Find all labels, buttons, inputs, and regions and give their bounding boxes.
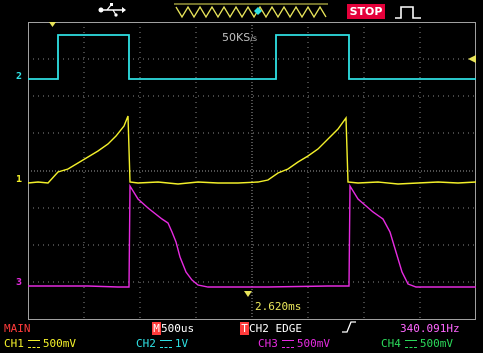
rising-edge-icon <box>342 321 356 333</box>
ch3-trace <box>28 183 476 288</box>
ch2-marker[interactable]: 2 <box>16 71 23 82</box>
ch1-marker[interactable]: 1 <box>16 174 23 185</box>
ch2-trace <box>28 34 476 80</box>
ch1-scale[interactable]: CH1 500mV <box>4 337 76 350</box>
dc-coupling-icon <box>27 340 40 348</box>
waveform-display[interactable] <box>28 22 476 320</box>
trigger-waveform-icon <box>174 3 328 19</box>
usb-icon <box>98 3 126 17</box>
cursor-readout: 2.620ms <box>255 300 302 313</box>
ch3-scale[interactable]: CH3 500mV <box>258 337 330 350</box>
frequency-readout: 340.091Hz <box>400 322 460 335</box>
stop-status-badge[interactable]: STOP <box>347 4 385 19</box>
trigger-level-marker[interactable] <box>468 55 476 63</box>
ch3-marker[interactable]: 3 <box>16 277 23 288</box>
ch1-trace <box>28 115 476 185</box>
trigger-setting[interactable]: TCH2 EDGE <box>240 322 302 335</box>
timebase[interactable]: M500us <box>152 322 195 335</box>
status-bar: STOP <box>0 0 483 22</box>
mode-label[interactable]: MAIN <box>4 322 31 335</box>
trigger-position-marker[interactable] <box>49 22 56 27</box>
status-footer: MAIN M500us TCH2 EDGE 340.091Hz CH1 500mV… <box>0 321 483 353</box>
dc-coupling-icon <box>281 340 294 348</box>
dc-coupling-icon <box>404 340 417 348</box>
ch2-scale[interactable]: CH2 1V <box>136 337 189 350</box>
cursor-marker[interactable] <box>244 291 252 297</box>
dc-coupling-icon <box>159 340 172 348</box>
pulse-icon <box>395 6 421 19</box>
sample-rate: 50KS/s <box>222 31 258 44</box>
ch4-scale[interactable]: CH4 500mV <box>381 337 453 350</box>
